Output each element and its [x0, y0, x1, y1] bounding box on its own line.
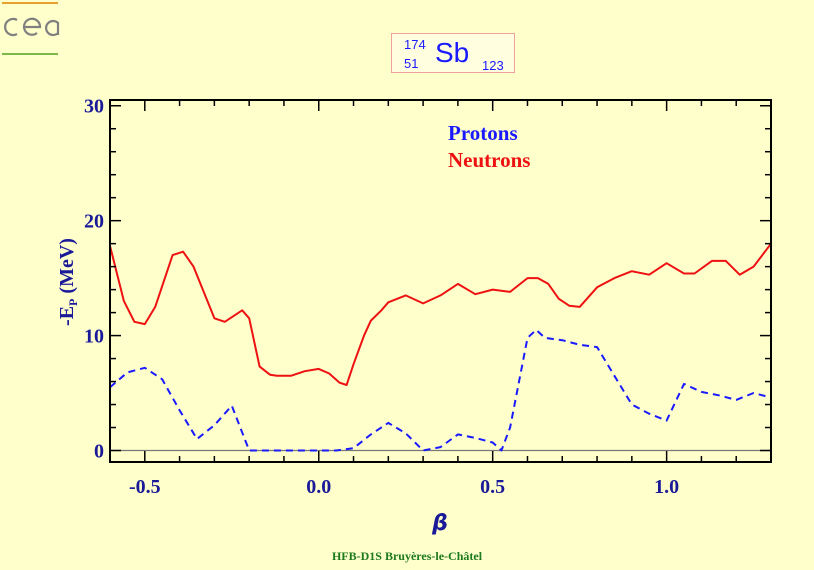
y-axis-label: -EP (MeV)	[56, 238, 80, 326]
x-tick-label: 1.0	[654, 476, 679, 498]
title-mass-number: 174	[404, 37, 426, 52]
plot-frame	[109, 99, 772, 463]
y-tick-label: 10	[84, 326, 104, 348]
x-tick-label: 0.5	[480, 476, 505, 498]
footer-credit: HFB-D1S Bruyères-le-Châtel	[331, 549, 483, 563]
x-axis-label: β	[431, 511, 448, 536]
legend-protons: Protons	[448, 121, 518, 145]
nucleus-title: 174 51 Sb 123	[391, 33, 515, 73]
title-neutron-number: 123	[482, 58, 504, 73]
y-tick-label: 30	[84, 96, 104, 118]
series-line-neutrons	[109, 243, 772, 386]
cea-logo-letters	[4, 17, 60, 37]
y-tick-label: 20	[84, 211, 104, 233]
series-line-protons	[109, 328, 772, 452]
legend-neutrons: Neutrons	[448, 148, 530, 172]
y-axis-label-prefix: -E	[56, 306, 78, 326]
y-axis-label-units: (MeV)	[56, 238, 78, 299]
x-tick-label: 0.0	[306, 476, 331, 498]
series-group	[109, 243, 772, 452]
ticks-group	[109, 100, 772, 462]
y-axis-label-sub: P	[66, 299, 80, 306]
title-atomic-number: 51	[404, 56, 419, 71]
cea-logo	[2, 2, 60, 55]
y-tick-label: 0	[94, 441, 104, 463]
x-tick-label: -0.5	[129, 476, 161, 498]
title-element-symbol: Sb	[435, 37, 470, 68]
tick-labels-group: -0.5 0.0 0.5 1.0 0 10 20 30	[84, 96, 679, 498]
